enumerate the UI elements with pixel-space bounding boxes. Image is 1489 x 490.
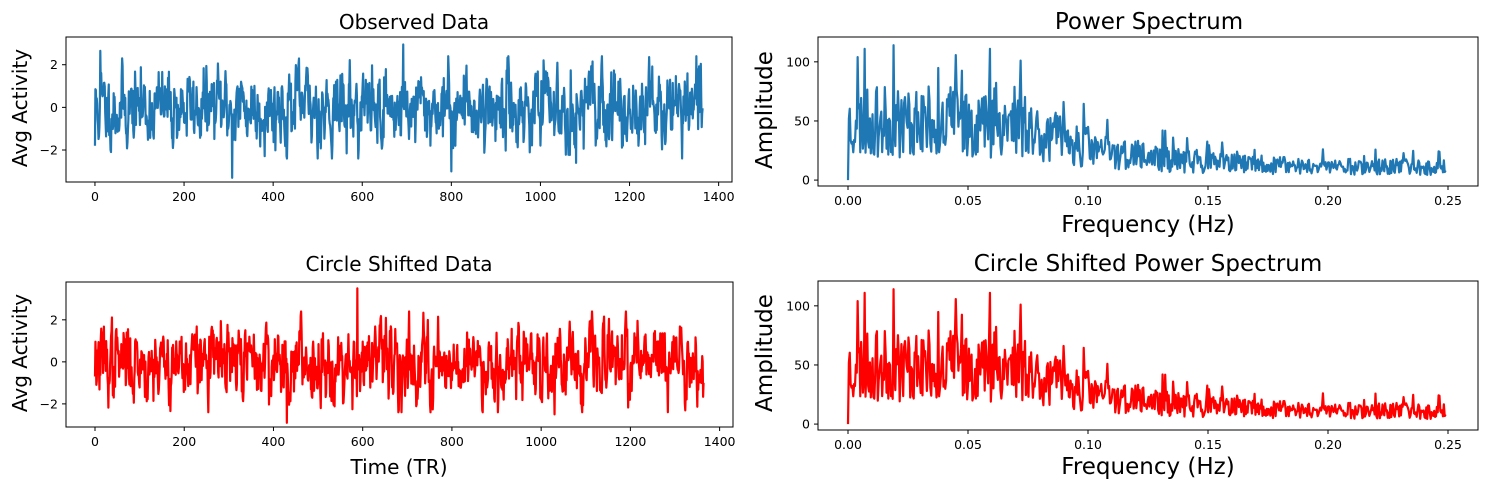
x-tick-label: 400 — [261, 189, 285, 204]
y-axis-label: Amplitude — [752, 51, 778, 169]
x-axis-label: Frequency (Hz) — [1061, 454, 1234, 480]
x-tick-label: 1200 — [614, 434, 646, 449]
tick-group: 0 200 400 600 800 1000 1200 1400 −2 0 2 — [40, 57, 735, 204]
y-tick-label: 2 — [50, 312, 58, 327]
y-tick-label: 100 — [786, 298, 810, 313]
x-axis-label: Frequency (Hz) — [1061, 212, 1234, 238]
y-axis-label: Avg Activity — [8, 49, 32, 167]
x-tick-label: 0.20 — [1314, 437, 1342, 452]
tick-group: 0 200 400 600 800 1000 1200 1400 −2 0 2 — [40, 312, 736, 449]
x-tick-label: 1000 — [525, 434, 557, 449]
tick-group: 0.00 0.05 0.10 0.15 0.20 0.25 0 50 100 — [786, 298, 1462, 452]
x-tick-label: 0.00 — [834, 193, 862, 208]
x-tick-label: 0.00 — [834, 437, 862, 452]
x-tick-label: 1400 — [703, 189, 735, 204]
x-tick-label: 0.10 — [1074, 193, 1102, 208]
y-tick-label: 0 — [50, 100, 58, 115]
plot-frame — [817, 36, 1479, 187]
x-tick-label: 200 — [172, 434, 196, 449]
tick-group: 0.00 0.05 0.10 0.15 0.20 0.25 0 50 100 — [786, 54, 1462, 208]
x-tick-label: 0.25 — [1434, 437, 1462, 452]
x-tick-label: 800 — [439, 189, 463, 204]
y-tick-label: 50 — [794, 113, 810, 128]
y-tick-label: 0 — [50, 354, 58, 369]
y-tick-label: 100 — [786, 54, 810, 69]
series-line — [846, 288, 1447, 425]
panel-shifted-power: Circle Shifted Power Spectrum Amplitude … — [752, 251, 1479, 480]
y-axis-label: Avg Activity — [8, 294, 32, 412]
x-tick-label: 0.20 — [1314, 193, 1342, 208]
x-tick-label: 800 — [440, 434, 464, 449]
panel-title: Power Spectrum — [1055, 9, 1243, 35]
y-tick-label: −2 — [40, 396, 58, 411]
panel-title: Circle Shifted Data — [305, 252, 492, 276]
x-tick-label: 1200 — [614, 189, 646, 204]
x-axis-label: Time (TR) — [349, 455, 447, 479]
x-tick-label: 0.15 — [1194, 193, 1222, 208]
panel-shifted: Circle Shifted Data Avg Activity Time (T… — [8, 252, 736, 479]
series-line — [846, 44, 1447, 181]
series-line — [93, 287, 705, 424]
panel-observed: Observed Data Avg Activity 0 200 400 600 800… — [8, 10, 735, 204]
plot-frame — [817, 280, 1479, 431]
x-tick-label: 1400 — [704, 434, 736, 449]
x-tick-label: 0.10 — [1074, 437, 1102, 452]
plot-frame — [65, 36, 733, 183]
x-tick-label: 400 — [262, 434, 286, 449]
panel-title: Circle Shifted Power Spectrum — [974, 251, 1323, 277]
x-tick-label: 1000 — [525, 189, 557, 204]
y-tick-label: 0 — [802, 173, 810, 188]
x-tick-label: 0.25 — [1434, 193, 1462, 208]
plot-frame — [65, 281, 734, 428]
x-tick-label: 0.15 — [1194, 437, 1222, 452]
x-tick-label: 0.05 — [954, 437, 982, 452]
y-tick-label: 2 — [50, 57, 58, 72]
series-line — [93, 43, 704, 179]
x-tick-label: 0 — [91, 434, 99, 449]
x-tick-label: 0.05 — [954, 193, 982, 208]
y-tick-label: 50 — [794, 357, 810, 372]
x-tick-label: 600 — [350, 189, 374, 204]
y-axis-label: Amplitude — [752, 294, 778, 412]
x-tick-label: 0 — [91, 189, 99, 204]
y-tick-label: 0 — [802, 417, 810, 432]
panel-title: Observed Data — [339, 10, 489, 34]
y-tick-label: −2 — [40, 143, 58, 158]
x-tick-label: 200 — [172, 189, 196, 204]
x-tick-label: 600 — [351, 434, 375, 449]
panel-power: Power Spectrum Amplitude Frequency (Hz) … — [752, 9, 1479, 238]
